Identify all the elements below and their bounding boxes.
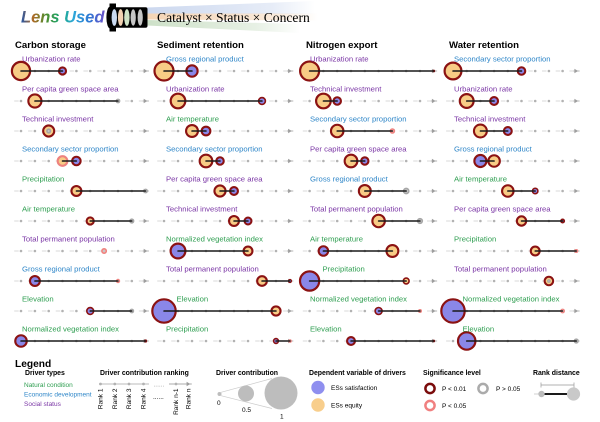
svg-text:Urbanization rate: Urbanization rate [22,55,81,64]
svg-text:Air temperature: Air temperature [310,235,363,244]
svg-text:Rank 1: Rank 1 [98,388,105,409]
svg-text:Technical investment: Technical investment [166,205,238,214]
svg-text:Social status: Social status [24,401,62,408]
svg-text:Rank distance: Rank distance [533,370,580,377]
svg-text:Elevation: Elevation [177,295,209,304]
svg-text:Significance level: Significance level [423,370,481,377]
svg-text:Technical investment: Technical investment [454,115,526,124]
svg-text:Secondary sector proportion: Secondary sector proportion [310,115,407,124]
svg-text:Rank n: Rank n [186,388,193,409]
svg-text:Water retention: Water retention [449,40,519,51]
svg-text:Total permanent population: Total permanent population [454,265,547,274]
svg-text:Total permanent population: Total permanent population [310,205,403,214]
svg-text:P < 0.01: P < 0.01 [442,386,467,393]
svg-text:ESs satisfaction: ESs satisfaction [331,385,378,392]
svg-text:Per capita green space area: Per capita green space area [166,175,263,184]
svg-text:Secondary sector proportion: Secondary sector proportion [166,145,263,154]
svg-text:Total permanent population: Total permanent population [166,265,259,274]
svg-text:Gross regional product: Gross regional product [310,175,389,184]
svg-text:Elevation: Elevation [310,325,342,334]
svg-text:Driver types: Driver types [25,370,65,377]
svg-text:Economic development: Economic development [24,392,92,399]
svg-text:Nitrogen export: Nitrogen export [306,40,378,51]
svg-text:Elevation: Elevation [22,295,54,304]
svg-text:Urbanization rate: Urbanization rate [454,85,513,94]
svg-text:P > 0.05: P > 0.05 [496,386,521,393]
svg-text:Rank 3: Rank 3 [126,388,133,409]
svg-text:Lens Used: Lens Used [21,9,105,27]
svg-text:Per capita green space area: Per capita green space area [310,145,407,154]
svg-text:0.5: 0.5 [242,407,251,414]
svg-text:......: ...... [153,394,164,401]
svg-text:Dependent variable of drivers: Dependent variable of drivers [309,370,406,377]
svg-text:Rank 2: Rank 2 [112,388,119,409]
svg-text:Gross regional product: Gross regional product [454,145,533,154]
svg-text:Precipitation: Precipitation [323,265,365,274]
svg-text:Air temperature: Air temperature [454,175,507,184]
svg-text:Catalyst × Status × Concern: Catalyst × Status × Concern [157,10,310,25]
svg-text:Driver contribution ranking: Driver contribution ranking [100,370,189,377]
svg-text:Air temperature: Air temperature [22,205,75,214]
svg-text:Driver contribution: Driver contribution [216,370,278,377]
svg-text:Secondary sector proportion: Secondary sector proportion [22,145,119,154]
svg-text:1: 1 [280,414,284,421]
svg-text:Precipitation: Precipitation [454,235,496,244]
svg-text:Air temperature: Air temperature [166,115,219,124]
svg-text:Technical investment: Technical investment [310,85,382,94]
svg-text:ESs equity: ESs equity [331,403,363,410]
svg-text:Gross regional product: Gross regional product [22,265,101,274]
svg-text:Rank 4: Rank 4 [141,388,148,409]
svg-text:Elevation: Elevation [463,325,495,334]
svg-text:Legend: Legend [15,359,51,370]
svg-text:Normalized vegetation index: Normalized vegetation index [310,295,407,304]
svg-text:Total permanent population: Total permanent population [22,235,115,244]
svg-text:Technical investment: Technical investment [22,115,94,124]
svg-text:Per capita green space area: Per capita green space area [22,85,119,94]
svg-text:Normalized vegetation index: Normalized vegetation index [166,235,263,244]
svg-text:0: 0 [217,400,221,407]
svg-text:Carbon storage: Carbon storage [15,40,86,51]
svg-text:Urbanization rate: Urbanization rate [310,55,369,64]
svg-text:Rank n-1: Rank n-1 [173,388,180,415]
svg-text:Normalized vegetation index: Normalized vegetation index [463,295,560,304]
svg-text:Precipitation: Precipitation [22,175,64,184]
svg-text:Secondary sector proportion: Secondary sector proportion [454,55,551,64]
svg-text:Gross regional product: Gross regional product [166,55,245,64]
svg-text:Natural condition: Natural condition [24,382,73,389]
svg-text:Normalized vegetation index: Normalized vegetation index [22,325,119,334]
svg-text:P < 0.05: P < 0.05 [442,403,467,410]
svg-text:Sediment retention: Sediment retention [157,40,244,51]
svg-text:......: ...... [154,381,165,388]
svg-text:Urbanization rate: Urbanization rate [166,85,225,94]
svg-text:Per capita green space area: Per capita green space area [454,205,551,214]
svg-text:Precipitation: Precipitation [166,325,208,334]
